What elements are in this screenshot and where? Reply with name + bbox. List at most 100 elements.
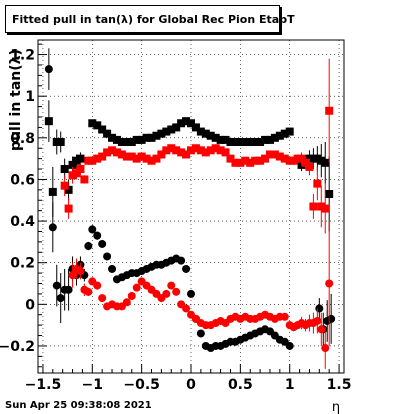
- data-point-square-s0: [60, 165, 69, 174]
- data-point-square-s0: [137, 135, 146, 144]
- data-point-square-s0: [196, 127, 205, 136]
- data-point-square-s1: [191, 144, 200, 153]
- data-point-square-s1: [98, 152, 107, 161]
- y-tick-label: 0.6: [10, 172, 35, 188]
- data-point-circle-s2: [64, 285, 73, 294]
- y-tick-label: 0: [25, 297, 35, 313]
- data-point-circle-s2: [187, 289, 195, 298]
- data-point-circle-s3: [321, 344, 330, 353]
- data-point-square-s1: [216, 146, 225, 155]
- data-point-square-s0: [270, 133, 279, 142]
- data-point-square-s0: [48, 187, 57, 196]
- x-tick-label: −1.5: [25, 377, 62, 393]
- data-point-square-s1: [122, 152, 131, 161]
- data-point-square-s1: [275, 152, 284, 161]
- x-axis-label: η: [332, 400, 340, 414]
- y-tick-label: −0.2: [0, 339, 35, 355]
- data-point-square-s1: [157, 150, 166, 159]
- data-point-circle-s3: [127, 291, 136, 300]
- data-point-square-s1: [72, 169, 81, 178]
- y-tick-label: 0.2: [10, 256, 35, 272]
- data-point-square-s1: [93, 154, 102, 163]
- x-tick-label: 0.5: [228, 377, 253, 393]
- data-point-square-s1: [231, 158, 240, 167]
- data-point-circle-s3: [280, 312, 289, 321]
- data-point-square-s0: [98, 125, 107, 134]
- data-point-square-s1: [137, 152, 146, 161]
- data-point-circle-s2: [56, 294, 65, 303]
- y-axis-label: pull in tan(λ): [8, 49, 24, 151]
- data-point-square-s1: [270, 150, 279, 159]
- data-point-square-s0: [191, 123, 200, 132]
- data-point-square-s0: [275, 131, 284, 140]
- data-point-square-s1: [226, 154, 235, 163]
- x-tick-label: 1: [285, 377, 295, 393]
- data-point-square-s0: [76, 154, 85, 163]
- data-point-square-s1: [313, 179, 322, 188]
- x-tick-label: −1: [82, 377, 103, 393]
- data-point-square-s0: [44, 117, 53, 126]
- data-point-square-s1: [321, 204, 330, 213]
- data-point-square-s0: [285, 127, 294, 136]
- data-point-circle-s2: [88, 225, 97, 234]
- data-point-square-s0: [147, 133, 156, 142]
- data-point-circle-s3: [182, 304, 191, 313]
- data-point-circle-s3: [93, 281, 102, 290]
- data-point-circle-s3: [84, 287, 93, 296]
- data-point-circle-s3: [122, 298, 131, 307]
- data-point-circle-s3: [98, 294, 107, 303]
- data-point-square-s1: [182, 150, 191, 159]
- data-point-square-s0: [265, 135, 274, 144]
- data-point-square-s0: [216, 135, 225, 144]
- data-point-square-s0: [108, 133, 117, 142]
- data-point-square-s0: [256, 137, 265, 146]
- data-point-square-s1: [127, 152, 136, 161]
- x-tick-label: 1.5: [327, 377, 352, 393]
- data-point-circle-s3: [76, 267, 85, 276]
- data-point-square-s0: [122, 137, 131, 146]
- data-point-square-s1: [117, 150, 126, 159]
- data-point-square-s0: [231, 137, 240, 146]
- data-point-square-s0: [152, 131, 161, 140]
- data-point-circle-s2: [98, 239, 107, 248]
- x-tick-label: −0.5: [123, 377, 160, 393]
- data-point-circle-s2: [103, 252, 112, 261]
- data-point-circle-s2: [44, 65, 53, 74]
- data-marks: [44, 48, 336, 369]
- data-point-square-s0: [112, 135, 121, 144]
- x-axis: −1.5 −1 −0.5 0 0.5 1 1.5: [25, 364, 352, 393]
- data-point-square-s0: [241, 137, 250, 146]
- data-point-square-s0: [226, 137, 235, 146]
- data-point-square-s0: [182, 117, 191, 126]
- data-point-square-s1: [112, 148, 121, 157]
- data-point-circle-s2: [52, 281, 61, 290]
- data-point-circle-s2: [285, 341, 294, 350]
- data-point-square-s1: [152, 154, 161, 163]
- y-tick-label: 0.8: [10, 131, 35, 147]
- data-point-square-s1: [167, 144, 176, 153]
- data-point-square-s0: [132, 135, 141, 144]
- data-point-square-s0: [261, 135, 270, 144]
- data-point-square-s0: [64, 185, 73, 194]
- data-point-square-s0: [157, 129, 166, 138]
- data-point-circle-s2: [108, 264, 117, 273]
- data-point-square-s0: [251, 137, 260, 146]
- data-point-circle-s3: [167, 281, 176, 290]
- data-point-circle-s3: [162, 289, 171, 298]
- data-point-square-s1: [221, 148, 230, 157]
- data-point-square-s0: [162, 127, 171, 136]
- data-point-circle-s3: [68, 271, 77, 280]
- data-point-square-s0: [321, 158, 330, 167]
- data-point-square-s1: [236, 158, 245, 167]
- data-point-circle-s3: [172, 287, 181, 296]
- grid-lines: [38, 40, 344, 373]
- data-point-circle-s2: [93, 231, 102, 240]
- data-point-square-s1: [261, 154, 270, 163]
- footer-timestamp: Sun Apr 25 09:38:08 2021: [5, 400, 152, 411]
- data-point-square-s1: [103, 148, 112, 157]
- data-point-square-s1: [211, 144, 220, 153]
- data-point-circle-s2: [315, 304, 324, 313]
- data-point-square-s1: [297, 154, 306, 163]
- data-point-square-s0: [221, 135, 230, 144]
